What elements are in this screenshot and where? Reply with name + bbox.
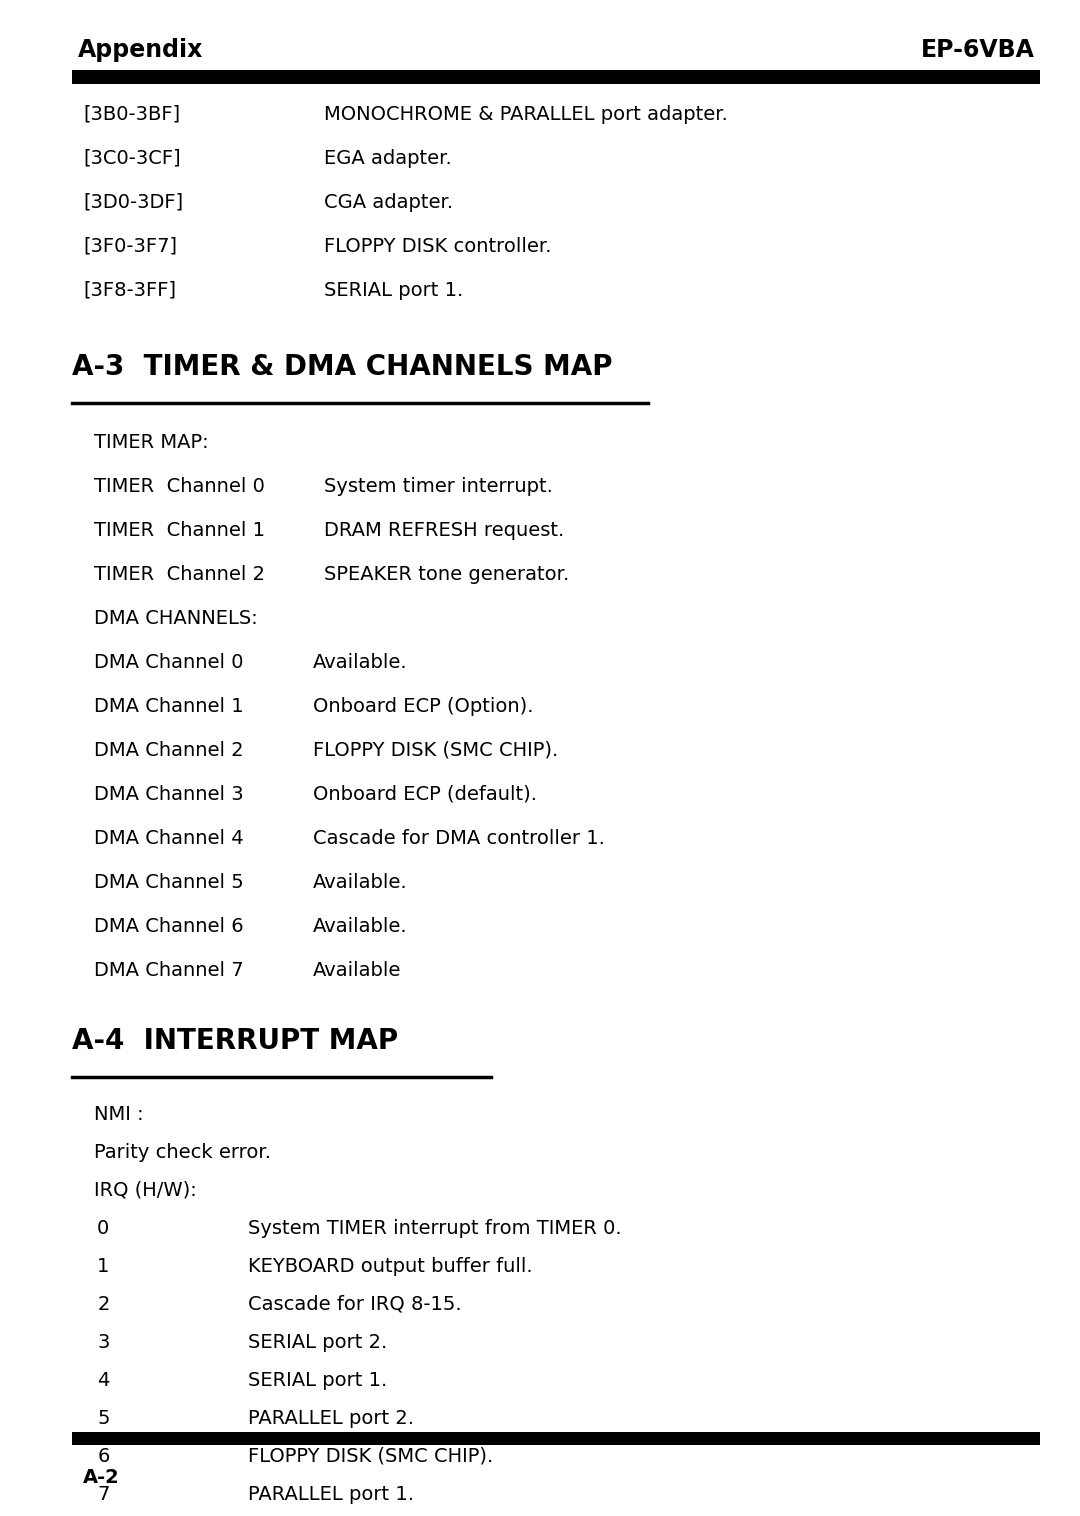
Text: KEYBOARD output buffer full.: KEYBOARD output buffer full. [248,1257,534,1276]
Text: Available.: Available. [313,653,408,672]
Text: [3D0-3DF]: [3D0-3DF] [83,193,184,212]
Text: FLOPPY DISK (SMC CHIP).: FLOPPY DISK (SMC CHIP). [248,1446,494,1466]
Bar [72,70,1040,83]
Text: 2: 2 [97,1295,109,1314]
Text: Available: Available [313,961,402,979]
Text: SERIAL port 2.: SERIAL port 2. [248,1333,388,1352]
Text: A-3  TIMER & DMA CHANNELS MAP: A-3 TIMER & DMA CHANNELS MAP [72,353,612,381]
Text: PARALLEL port 2.: PARALLEL port 2. [248,1408,415,1428]
Text: NMI :: NMI : [94,1105,144,1123]
Text: IRQ (H/W):: IRQ (H/W): [94,1181,197,1201]
Text: [3F8-3FF]: [3F8-3FF] [83,280,176,300]
Text: DMA Channel 2: DMA Channel 2 [94,741,244,760]
Text: Cascade for DMA controller 1.: Cascade for DMA controller 1. [313,829,605,847]
Text: PARALLEL port 1.: PARALLEL port 1. [248,1486,415,1504]
Text: A-4  INTERRUPT MAP: A-4 INTERRUPT MAP [72,1026,399,1055]
Text: EP-6VBA: EP-6VBA [921,38,1035,62]
Text: [3B0-3BF]: [3B0-3BF] [83,105,180,124]
Text: TIMER  Channel 2: TIMER Channel 2 [94,565,265,584]
Text: DMA Channel 3: DMA Channel 3 [94,785,244,803]
Text: [3F0-3F7]: [3F0-3F7] [83,236,177,256]
Text: TIMER MAP:: TIMER MAP: [94,434,208,452]
Text: 7: 7 [97,1486,109,1504]
Text: Appendix: Appendix [78,38,203,62]
Text: FLOPPY DISK controller.: FLOPPY DISK controller. [324,236,552,256]
Text: [3C0-3CF]: [3C0-3CF] [83,149,180,168]
Text: FLOPPY DISK (SMC CHIP).: FLOPPY DISK (SMC CHIP). [313,741,558,760]
Text: MONOCHROME & PARALLEL port adapter.: MONOCHROME & PARALLEL port adapter. [324,105,728,124]
Text: A-2: A-2 [83,1467,120,1487]
Text: DMA Channel 4: DMA Channel 4 [94,829,244,847]
Text: 6: 6 [97,1446,109,1466]
Text: DRAM REFRESH request.: DRAM REFRESH request. [324,522,564,540]
Text: 5: 5 [97,1408,110,1428]
Text: TIMER  Channel 0: TIMER Channel 0 [94,478,265,496]
Bar [72,1433,1040,1445]
Text: DMA Channel 0: DMA Channel 0 [94,653,243,672]
Text: System TIMER interrupt from TIMER 0.: System TIMER interrupt from TIMER 0. [248,1219,622,1239]
Text: Available.: Available. [313,873,408,891]
Text: Onboard ECP (default).: Onboard ECP (default). [313,785,537,803]
Text: Available.: Available. [313,917,408,935]
Text: SERIAL port 1.: SERIAL port 1. [248,1370,388,1390]
Text: Parity check error.: Parity check error. [94,1143,271,1161]
Text: SPEAKER tone generator.: SPEAKER tone generator. [324,565,569,584]
Text: 0: 0 [97,1219,109,1239]
Text: 4: 4 [97,1370,109,1390]
Text: DMA Channel 1: DMA Channel 1 [94,697,244,716]
Text: DMA CHANNELS:: DMA CHANNELS: [94,609,258,628]
Text: DMA Channel 7: DMA Channel 7 [94,961,244,979]
Text: Onboard ECP (Option).: Onboard ECP (Option). [313,697,534,716]
Text: System timer interrupt.: System timer interrupt. [324,478,553,496]
Text: CGA adapter.: CGA adapter. [324,193,454,212]
Text: 1: 1 [97,1257,109,1276]
Text: TIMER  Channel 1: TIMER Channel 1 [94,522,265,540]
Text: Cascade for IRQ 8-15.: Cascade for IRQ 8-15. [248,1295,462,1314]
Text: EGA adapter.: EGA adapter. [324,149,451,168]
Text: DMA Channel 6: DMA Channel 6 [94,917,244,935]
Text: DMA Channel 5: DMA Channel 5 [94,873,244,891]
Text: 3: 3 [97,1333,109,1352]
Text: SERIAL port 1.: SERIAL port 1. [324,280,463,300]
